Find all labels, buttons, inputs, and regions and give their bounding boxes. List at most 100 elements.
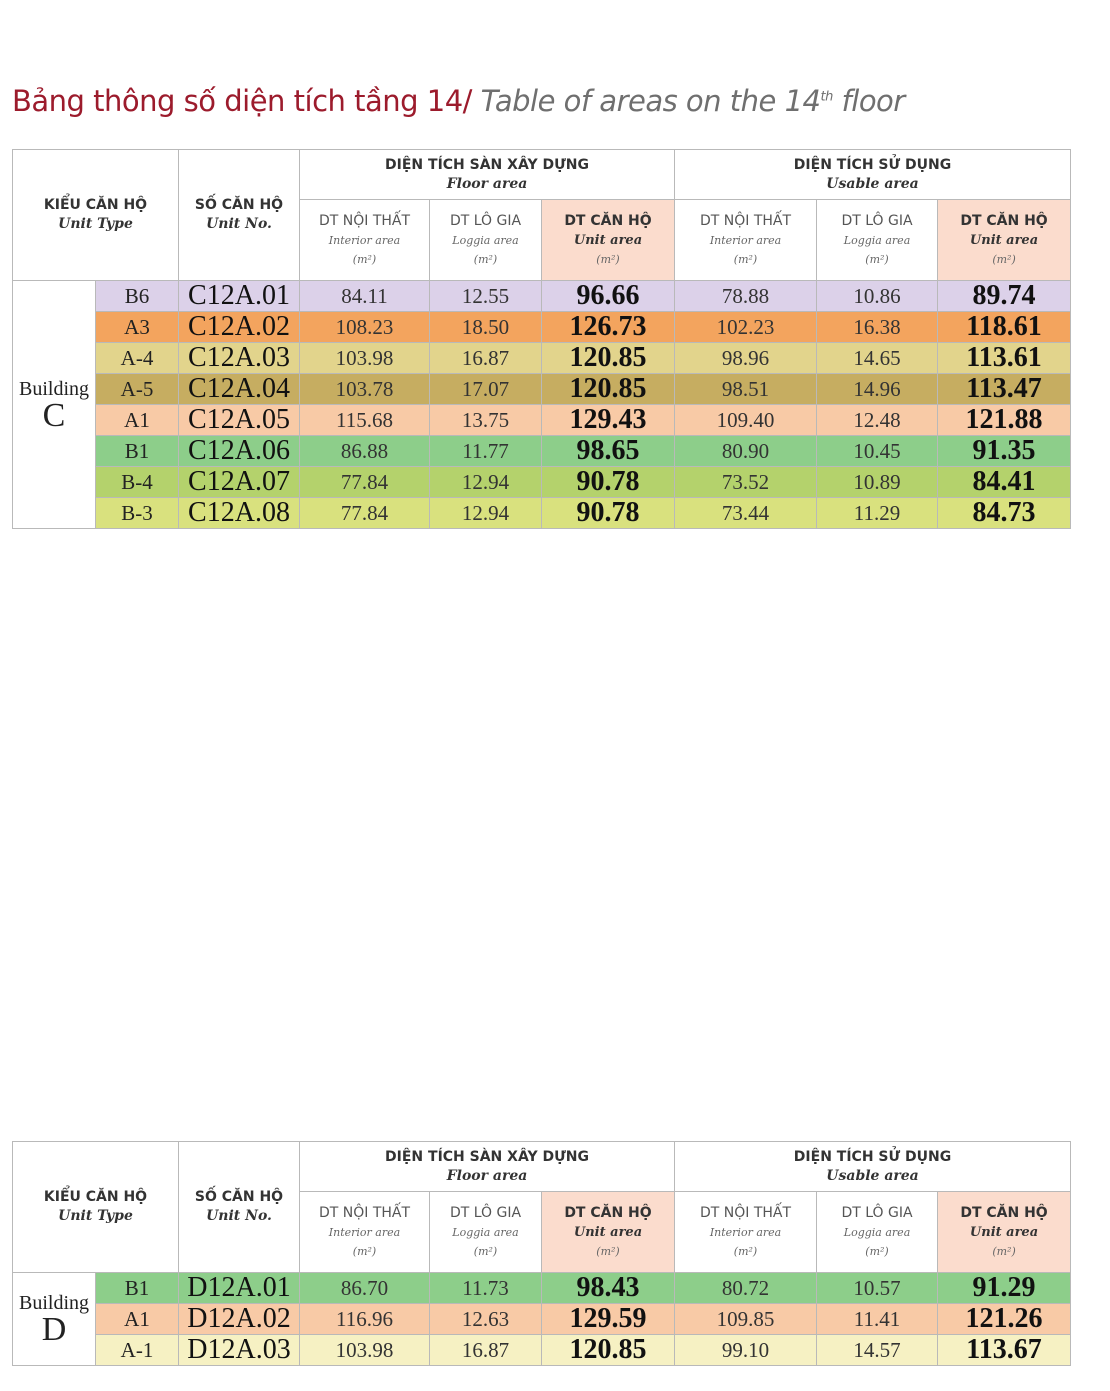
usable-loggia-cell: 11.29 xyxy=(816,497,939,529)
floor-loggia-cell: 13.75 xyxy=(429,404,542,436)
unit-no-header: SỐ CĂN HỘ Unit No. xyxy=(178,149,300,281)
area-table-building-c: KIỂU CĂN HỘ Unit Type SỐ CĂN HỘ Unit No.… xyxy=(12,149,1072,529)
usable-interior-cell: 99.10 xyxy=(674,1334,818,1366)
usable-loggia-cell: 12.48 xyxy=(816,404,939,436)
table-row: Building C B6 C12A.01 84.11 12.55 96.66 78.88 10… xyxy=(12,280,1072,529)
floor-interior-cell: 115.68 xyxy=(299,404,430,436)
floor-loggia-header: DT LÔ GIA Loggia area (m²) xyxy=(429,1191,542,1273)
usable-unit-area-header: DT CĂN HỘ Unit area (m²) xyxy=(937,199,1072,281)
table-row: A-1 D12A.03 103.98 16.87 120.85 99.10 14.57 113… xyxy=(13,1334,1072,1366)
unit-type-cell: A1 xyxy=(95,1303,179,1335)
usable-interior-header: DT NỘI THẤT Interior area (m²) xyxy=(674,199,818,281)
unit-no-cell: C12A.01 xyxy=(178,280,300,312)
floor-loggia-cell: 17.07 xyxy=(429,373,542,405)
usable-unit-area-cell: 121.88 xyxy=(937,404,1072,436)
floor-loggia-cell: 12.55 xyxy=(429,280,542,312)
usable-loggia-cell: 14.65 xyxy=(816,342,939,374)
usable-area-header: DIỆN TÍCH SỬ DỤNG Usable area xyxy=(674,1141,1072,1192)
unit-no-cell: C12A.02 xyxy=(178,311,300,343)
usable-loggia-cell: 10.86 xyxy=(816,280,939,312)
floor-loggia-cell: 12.63 xyxy=(429,1303,542,1335)
unit-type-header: KIỂU CĂN HỘ Unit Type xyxy=(12,1141,179,1273)
usable-interior-cell: 102.23 xyxy=(674,311,818,343)
usable-loggia-cell: 11.41 xyxy=(816,1303,939,1335)
floor-unit-area-cell: 129.43 xyxy=(540,404,676,436)
unit-type-cell: A-5 xyxy=(95,373,179,405)
floor-interior-cell: 77.84 xyxy=(299,466,430,498)
usable-loggia-cell: 10.45 xyxy=(816,435,939,467)
title-vietnamese: Bảng thông số diện tích tầng 14/ xyxy=(12,84,472,118)
unit-type-cell: B-3 xyxy=(95,497,179,529)
usable-unit-area-cell: 118.61 xyxy=(937,311,1072,343)
unit-no-cell: C12A.06 xyxy=(178,435,300,467)
usable-interior-cell: 80.90 xyxy=(674,435,818,467)
usable-unit-area-header: DT CĂN HỘ Unit area (m²) xyxy=(937,1191,1072,1273)
unit-no-cell: C12A.08 xyxy=(178,497,300,529)
floor-loggia-cell: 16.87 xyxy=(429,1334,542,1366)
page-title: Bảng thông số diện tích tầng 14/ Table o… xyxy=(12,84,905,118)
usable-interior-cell: 109.85 xyxy=(674,1303,818,1335)
floor-interior-cell: 84.11 xyxy=(299,280,430,312)
table-row: A-5 C12A.04 103.78 17.07 120.85 98.51 14.96 113… xyxy=(13,373,1072,405)
usable-loggia-cell: 14.96 xyxy=(816,373,939,405)
table-row: A1 D12A.02 116.96 12.63 129.59 109.85 11.41 121… xyxy=(13,1303,1072,1335)
floor-unit-area-cell: 98.43 xyxy=(540,1272,676,1304)
usable-area-header: DIỆN TÍCH SỬ DỤNG Usable area xyxy=(674,149,1072,200)
floor-unit-area-header: DT CĂN HỘ Unit area (m²) xyxy=(540,1191,676,1273)
unit-no-cell: D12A.02 xyxy=(178,1303,300,1335)
unit-type-cell: B6 xyxy=(95,280,179,312)
floor-loggia-cell: 12.94 xyxy=(429,497,542,529)
usable-loggia-cell: 16.38 xyxy=(816,311,939,343)
floor-interior-cell: 103.98 xyxy=(299,342,430,374)
usable-loggia-header: DT LÔ GIA Loggia area (m²) xyxy=(816,199,939,281)
floor-unit-area-cell: 120.85 xyxy=(540,373,676,405)
usable-unit-area-cell: 113.47 xyxy=(937,373,1072,405)
floor-unit-area-cell: 90.78 xyxy=(540,497,676,529)
floor-unit-area-cell: 98.65 xyxy=(540,435,676,467)
floor-unit-area-cell: 90.78 xyxy=(540,466,676,498)
usable-loggia-cell: 14.57 xyxy=(816,1334,939,1366)
floor-unit-area-header: DT CĂN HỘ Unit area (m²) xyxy=(540,199,676,281)
floor-interior-cell: 103.78 xyxy=(299,373,430,405)
floor-unit-area-cell: 129.59 xyxy=(540,1303,676,1335)
usable-loggia-header: DT LÔ GIA Loggia area (m²) xyxy=(816,1191,939,1273)
usable-interior-cell: 109.40 xyxy=(674,404,818,436)
floor-interior-header: DT NỘI THẤT Interior area (m²) xyxy=(299,1191,430,1273)
unit-type-header: KIỂU CĂN HỘ Unit Type xyxy=(12,149,179,281)
usable-unit-area-cell: 113.67 xyxy=(937,1334,1072,1366)
usable-interior-cell: 78.88 xyxy=(674,280,818,312)
floor-interior-cell: 77.84 xyxy=(299,497,430,529)
floor-loggia-cell: 16.87 xyxy=(429,342,542,374)
table-row: A-4 C12A.03 103.98 16.87 120.85 98.96 14.65 113… xyxy=(13,342,1072,374)
floor-area-header: DIỆN TÍCH SÀN XÂY DỰNG Floor area xyxy=(298,1141,676,1192)
unit-type-cell: A-4 xyxy=(95,342,179,374)
usable-unit-area-cell: 91.29 xyxy=(937,1272,1072,1304)
usable-interior-header: DT NỘI THẤT Interior area (m²) xyxy=(674,1191,818,1273)
usable-interior-cell: 98.51 xyxy=(674,373,818,405)
floor-loggia-cell: 18.50 xyxy=(429,311,542,343)
unit-no-cell: C12A.05 xyxy=(178,404,300,436)
floor-loggia-cell: 12.94 xyxy=(429,466,542,498)
floor-loggia-cell: 11.77 xyxy=(429,435,542,467)
unit-type-cell: A-1 xyxy=(95,1334,179,1366)
unit-no-cell: C12A.07 xyxy=(178,466,300,498)
table-row: Building D B1 D12A.01 86.70 11.73 98.43 80.72 10… xyxy=(12,1272,1072,1366)
floor-interior-cell: 86.70 xyxy=(299,1272,430,1304)
unit-type-cell: A3 xyxy=(95,311,179,343)
floor-unit-area-cell: 120.85 xyxy=(540,342,676,374)
floor-area-header: DIỆN TÍCH SÀN XÂY DỰNG Floor area xyxy=(298,149,676,200)
usable-interior-cell: 73.52 xyxy=(674,466,818,498)
table-row: B1 C12A.06 86.88 11.77 98.65 80.90 10.45 91.35 xyxy=(13,435,1072,467)
floor-interior-header: DT NỘI THẤT Interior area (m²) xyxy=(299,199,430,281)
usable-interior-cell: 80.72 xyxy=(674,1272,818,1304)
unit-no-cell: D12A.01 xyxy=(178,1272,300,1304)
floor-unit-area-cell: 126.73 xyxy=(540,311,676,343)
floor-interior-cell: 116.96 xyxy=(299,1303,430,1335)
floor-loggia-header: DT LÔ GIA Loggia area (m²) xyxy=(429,199,542,281)
table-row: A1 C12A.05 115.68 13.75 129.43 109.40 12.48 121… xyxy=(13,404,1072,436)
usable-unit-area-cell: 121.26 xyxy=(937,1303,1072,1335)
unit-type-cell: B1 xyxy=(95,1272,179,1304)
unit-type-cell: B1 xyxy=(95,435,179,467)
unit-type-cell: B-4 xyxy=(95,466,179,498)
floor-interior-cell: 86.88 xyxy=(299,435,430,467)
